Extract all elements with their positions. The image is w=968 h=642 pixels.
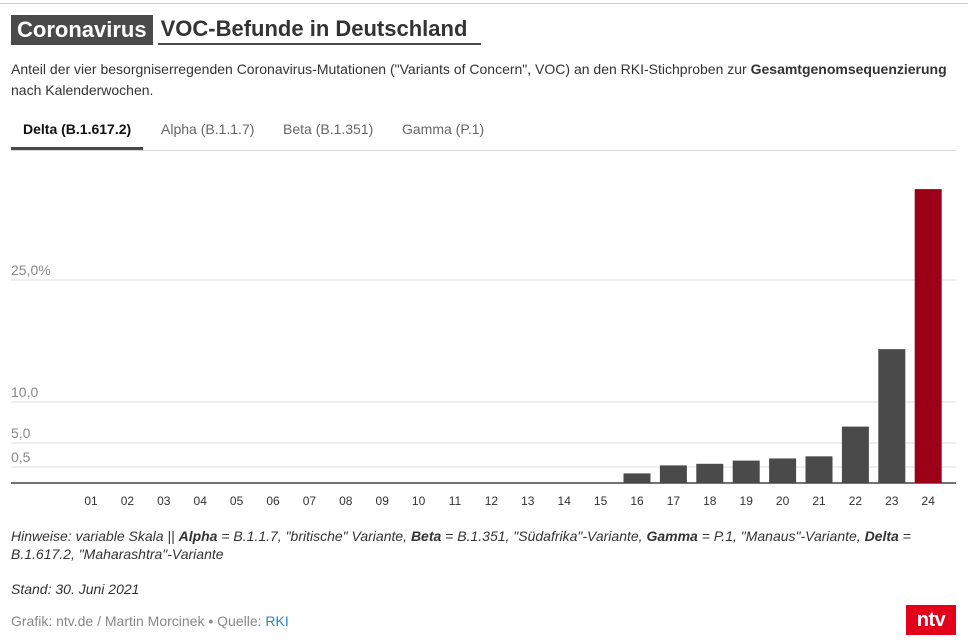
x-tick-label: 18	[703, 494, 717, 508]
notes-text-2: = B.1.1.7, "britische" Variante,	[217, 528, 411, 544]
x-tick-label: 20	[776, 494, 790, 508]
y-tick-label: 0,5	[11, 449, 31, 465]
footer-text: Grafik: ntv.de / Martin Morcinek • Quell…	[11, 613, 266, 629]
bar-kw-21	[805, 456, 833, 483]
x-tick-label: 05	[230, 494, 244, 508]
chart-notes: Hinweise: variable Skala || Alpha = B.1.…	[11, 527, 956, 563]
x-tick-label: 13	[521, 494, 535, 508]
chart-title: VOC-Befunde in Deutschland	[157, 15, 482, 45]
chart-header: Coronavirus VOC-Befunde in Deutschland	[11, 15, 482, 45]
notes-text-3: = B.1.351, "Südafrika"-Variante,	[441, 528, 647, 544]
x-tick-label: 19	[740, 494, 754, 508]
topic-badge: Coronavirus	[11, 15, 153, 45]
bar-kw-20	[769, 458, 797, 483]
notes-text-4: = P.1, "Manaus"-Variante,	[697, 528, 865, 544]
data-date: Stand: 30. Juni 2021	[11, 581, 140, 597]
y-tick-label: 25,0%	[11, 262, 51, 278]
x-tick-label: 16	[630, 494, 644, 508]
subtitle-text-2: nach Kalenderwochen.	[11, 82, 154, 98]
notes-bold-alpha: Alpha	[178, 528, 218, 544]
bar-chart: 0,5 5,0 10,0 25,0% 01 02 03 04 05 06 07 08 09 10 11 12 1…	[11, 189, 956, 508]
top-divider	[0, 3, 968, 4]
bar-kw-18	[696, 463, 724, 483]
bar-kw-16	[623, 473, 651, 483]
notes-bold-gamma: Gamma	[646, 528, 698, 544]
x-tick-label: 08	[339, 494, 353, 508]
x-tick-label: 11	[449, 494, 462, 508]
x-tick-label: 03	[157, 494, 171, 508]
tab-beta[interactable]: Beta (B.1.351)	[283, 121, 374, 137]
x-tick-label: 02	[121, 494, 135, 508]
y-tick-label: 10,0	[11, 384, 38, 400]
bar-kw-19	[732, 460, 760, 483]
ntv-logo: ntv	[906, 605, 956, 635]
x-tick-label: 10	[412, 494, 426, 508]
notes-text-5: = B.1.617.2, "Maharashtra"-Variante	[11, 528, 911, 562]
tab-alpha[interactable]: Alpha (B.1.1.7)	[161, 121, 255, 137]
x-tick-label: 21	[812, 494, 826, 508]
notes-bold-beta: Beta	[410, 528, 442, 544]
footer-credits: Grafik: ntv.de / Martin Morcinek • Quell…	[11, 613, 289, 629]
x-tick-label: 15	[594, 494, 608, 508]
x-tick-label: 06	[266, 494, 280, 508]
x-tick-label: 09	[376, 494, 390, 508]
x-tick-label: 12	[485, 494, 499, 508]
bar-kw-24	[914, 189, 942, 483]
x-tick-label: 23	[885, 494, 899, 508]
notes-text-1: Hinweise: variable Skala ||	[11, 528, 179, 544]
notes-bold-delta: Delta	[864, 528, 899, 544]
y-tick-label: 5,0	[11, 425, 31, 441]
x-tick-label: 04	[194, 494, 208, 508]
subtitle-bold: Gesamtgenomsequenzierung	[750, 61, 947, 77]
x-tick-label: 17	[667, 494, 681, 508]
chart-subtitle: Anteil der vier besorgniserregenden Coro…	[11, 59, 951, 101]
tab-delta[interactable]: Delta (B.1.617.2)	[11, 114, 144, 150]
subtitle-text-1: Anteil der vier besorgniserregenden Coro…	[11, 61, 751, 77]
source-link[interactable]: RKI	[265, 613, 289, 629]
x-tick-label: 24	[922, 494, 936, 508]
x-tick-label: 22	[849, 494, 863, 508]
x-tick-label: 14	[558, 494, 572, 508]
x-tick-label: 01	[84, 494, 98, 508]
bar-kw-23	[878, 349, 906, 483]
bar-kw-22	[841, 426, 869, 483]
x-tick-label: 07	[303, 494, 317, 508]
tab-gamma[interactable]: Gamma (P.1)	[402, 121, 485, 137]
bar-kw-17	[659, 465, 687, 483]
variant-tabs: Delta (B.1.617.2) Alpha (B.1.1.7) Beta (…	[11, 114, 956, 151]
